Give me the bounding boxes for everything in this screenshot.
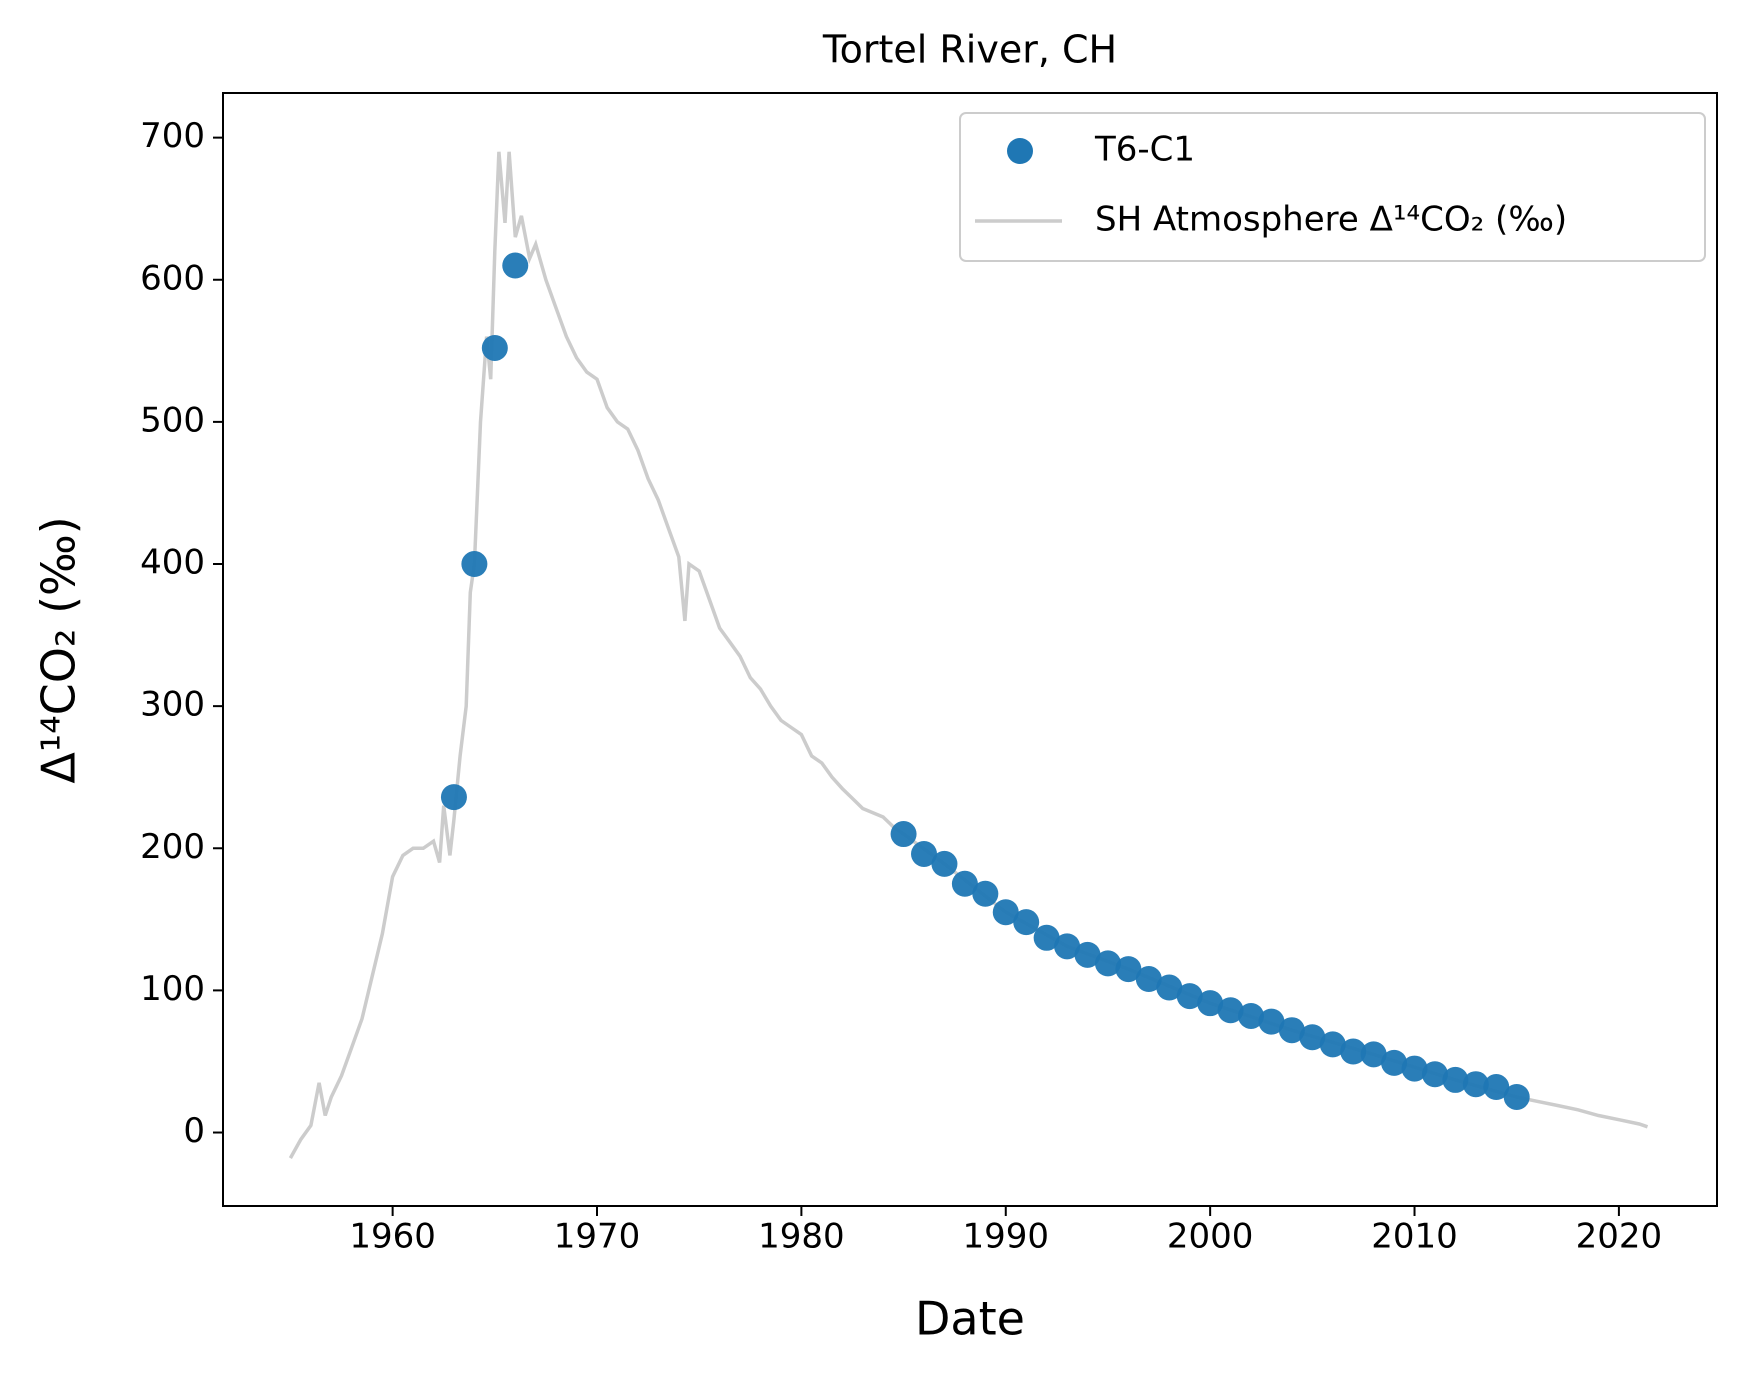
- scatter-point: [1319, 1031, 1346, 1058]
- plot-frame: [222, 92, 1718, 1207]
- x-tick-label: 2000: [1167, 1217, 1254, 1257]
- y-tick-label: 400: [140, 543, 205, 583]
- y-tick-label: 200: [140, 827, 205, 867]
- scatter-point: [911, 840, 938, 867]
- scatter-point: [1442, 1066, 1469, 1093]
- scatter-point: [1462, 1071, 1489, 1098]
- scatter-point: [1094, 950, 1121, 977]
- scatter-point: [1238, 1002, 1265, 1029]
- scatter-point: [890, 821, 917, 848]
- scatter-point: [461, 551, 488, 578]
- scatter-point: [992, 899, 1019, 926]
- scatter-point: [481, 334, 508, 361]
- scatter-point: [1381, 1049, 1408, 1076]
- x-tick-label: 2020: [1576, 1217, 1663, 1257]
- scatter-point: [1115, 956, 1142, 983]
- scatter-point: [1074, 941, 1101, 968]
- x-tick-label: 1990: [963, 1217, 1050, 1257]
- scatter-point: [1421, 1061, 1448, 1088]
- legend-label: T6-C1: [1094, 130, 1195, 170]
- scatter-point: [1054, 933, 1081, 960]
- scatter-point: [1340, 1038, 1367, 1065]
- scatter-point: [1156, 974, 1183, 1001]
- x-tick-label: 1980: [758, 1217, 845, 1257]
- scatter-point: [1197, 990, 1224, 1017]
- scatter-point: [931, 850, 958, 877]
- x-tick-label: 1960: [349, 1217, 436, 1257]
- scatter-point: [1360, 1041, 1387, 1068]
- scatter-point: [951, 870, 978, 897]
- y-tick-label: 500: [140, 400, 205, 440]
- y-tick-label: 700: [140, 116, 205, 156]
- y-tick-label: 100: [140, 969, 205, 1009]
- legend-marker: [1007, 138, 1033, 164]
- scatter-point: [1483, 1074, 1510, 1101]
- scatter-point: [1258, 1008, 1285, 1035]
- scatter-point: [1401, 1055, 1428, 1082]
- scatter-point: [1278, 1017, 1305, 1044]
- chart-title: Tortel River, CH: [822, 28, 1117, 72]
- y-axis-label: Δ¹⁴CO₂ (‰): [32, 516, 86, 783]
- scatter-point: [1033, 924, 1060, 951]
- y-tick-label: 300: [140, 685, 205, 725]
- x-tick-label: 1970: [554, 1217, 641, 1257]
- scatter-point: [1013, 909, 1040, 936]
- scatter-point: [1299, 1024, 1326, 1051]
- scatter-point: [1135, 966, 1162, 993]
- scatter-point: [1176, 983, 1203, 1010]
- scatter-point: [1503, 1083, 1530, 1110]
- scatter-point: [972, 880, 999, 907]
- legend-box: [959, 112, 1706, 262]
- scatter-point: [1217, 997, 1244, 1024]
- x-axis-label: Date: [915, 1292, 1025, 1346]
- scatter-point: [502, 252, 529, 279]
- legend-label: SH Atmosphere Δ¹⁴CO₂ (‰): [1095, 200, 1567, 240]
- y-tick-label: 600: [140, 258, 205, 298]
- scatter-point: [440, 784, 467, 811]
- y-tick-label: 0: [183, 1111, 205, 1151]
- x-tick-label: 2010: [1371, 1217, 1458, 1257]
